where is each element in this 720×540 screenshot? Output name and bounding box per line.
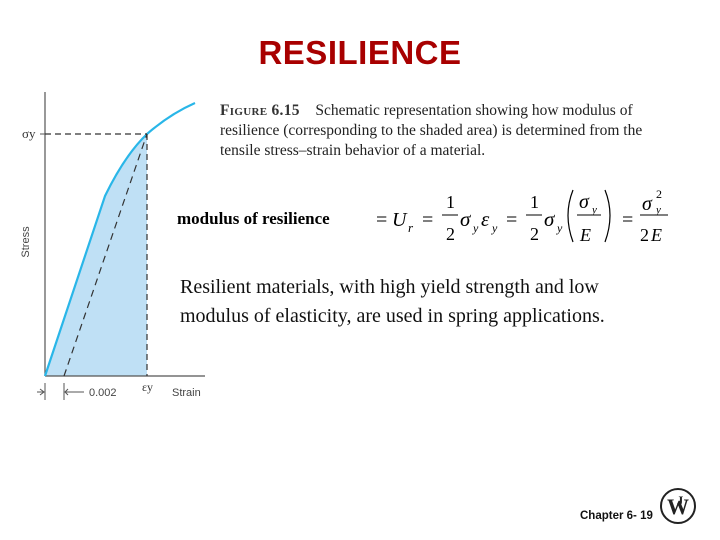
svg-text:y: y <box>556 221 563 235</box>
resilience-shaded-area <box>45 134 147 376</box>
svg-text:ε: ε <box>481 207 490 231</box>
svg-text:=: = <box>622 209 633 231</box>
resilience-equation: = U r = 1 2 σ y ε y = 1 2 σ y σ y E = σ … <box>376 187 668 245</box>
svg-text:σ: σ <box>460 207 472 231</box>
svg-text:=: = <box>506 209 517 231</box>
svg-text:σ: σ <box>642 193 653 215</box>
svg-text:2: 2 <box>530 224 539 244</box>
svg-text:σ: σ <box>579 191 590 213</box>
stress-strain-diagram: σy Stress 0.002 εy Strain <box>20 92 205 400</box>
body-text: Resilient materials, with high yield str… <box>180 276 605 327</box>
offset-arrow-left <box>37 388 45 396</box>
yield-stress-label: σy <box>22 126 36 141</box>
yield-strain-label: εy <box>142 380 153 394</box>
figure-number: Figure 6.15 <box>220 102 300 119</box>
svg-text:E: E <box>650 225 662 245</box>
slide-title: RESILIENCE <box>258 34 462 71</box>
svg-text:2: 2 <box>640 225 649 245</box>
svg-text:1: 1 <box>446 192 455 212</box>
svg-text:r: r <box>408 220 414 235</box>
offset-arrow-right <box>64 388 84 396</box>
svg-text:E: E <box>579 225 591 245</box>
modulus-label: modulus of resilience <box>177 209 330 228</box>
svg-text:y: y <box>591 204 597 216</box>
svg-text:y: y <box>491 221 498 235</box>
svg-text:=: = <box>422 209 433 231</box>
figure-caption: Figure 6.15 Schematic representation sho… <box>220 101 660 161</box>
svg-text:y: y <box>472 221 479 235</box>
svg-text:2: 2 <box>446 224 455 244</box>
y-axis-label: Stress <box>20 226 32 258</box>
offset-line <box>63 133 148 377</box>
offset-label: 0.002 <box>89 387 117 399</box>
svg-text:=: = <box>376 209 387 231</box>
svg-text:1: 1 <box>530 192 539 212</box>
svg-text:J: J <box>677 493 684 508</box>
svg-text:σ: σ <box>544 207 556 231</box>
wiley-logo-icon: W J <box>660 488 696 524</box>
svg-text:2: 2 <box>656 187 662 201</box>
figure-caption-text: Schematic representation showing how mod… <box>220 102 643 159</box>
svg-text:U: U <box>392 209 408 231</box>
svg-text:y: y <box>655 204 661 216</box>
svg-text:W: W <box>667 494 689 519</box>
chapter-footer: Chapter 6- 19 <box>580 510 653 522</box>
x-axis-label: Strain <box>172 387 201 399</box>
